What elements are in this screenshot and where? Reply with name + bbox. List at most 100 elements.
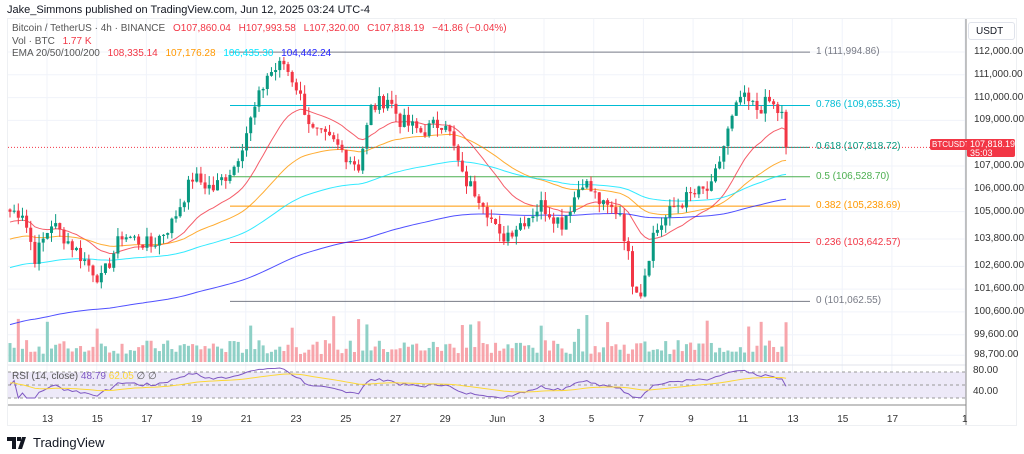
- tradingview-wordmark: TradingView: [33, 435, 105, 450]
- candle-body: [236, 161, 240, 167]
- volume-bar: [767, 340, 771, 362]
- time-axis-label: 23: [290, 414, 302, 425]
- candle: [245, 126, 249, 157]
- candle-body: [655, 229, 659, 233]
- candle: [170, 217, 174, 239]
- candle-body: [74, 247, 78, 251]
- current-price-tag: 107,818.19 35:03: [967, 139, 1015, 158]
- candle-body: [319, 128, 323, 130]
- candle: [709, 174, 713, 192]
- candle-body: [577, 189, 581, 198]
- candle: [54, 214, 58, 229]
- volume-bar: [701, 343, 705, 362]
- candle: [747, 87, 751, 110]
- candle: [390, 90, 394, 109]
- candle: [489, 209, 493, 223]
- candle: [531, 208, 535, 223]
- symbol-label[interactable]: Bitcoin / TetherUS · 4h · BINANCE: [12, 23, 166, 34]
- volume-bar: [759, 321, 763, 362]
- candle: [153, 237, 157, 249]
- candle-body: [465, 171, 468, 187]
- candle-body: [440, 127, 444, 130]
- volume-bar: [465, 347, 468, 362]
- candle-body: [618, 213, 622, 215]
- candle: [448, 124, 452, 136]
- volume-bar: [191, 344, 195, 362]
- volume-bar: [62, 341, 66, 362]
- volume-bar: [299, 353, 302, 362]
- candle: [689, 187, 693, 202]
- candle: [79, 240, 83, 269]
- candle-body: [776, 104, 780, 114]
- candle: [186, 175, 190, 210]
- volume-bar: [178, 345, 182, 362]
- candle-body: [253, 106, 257, 118]
- rsi-legend: RSI (14, close) 48.79 62.05 ∅ ∅: [12, 371, 157, 382]
- candle: [726, 126, 730, 155]
- candle-body: [601, 200, 605, 205]
- volume-bar: [365, 324, 369, 362]
- candle: [365, 122, 369, 155]
- volume-bar: [199, 349, 203, 362]
- candle: [539, 191, 543, 220]
- candle-body: [149, 236, 153, 247]
- candle: [311, 122, 315, 129]
- candle-body: [689, 192, 693, 194]
- candle-body: [473, 181, 477, 197]
- tradingview-logo[interactable]: TradingView: [7, 435, 105, 450]
- candle: [203, 173, 207, 195]
- volume-bar: [651, 349, 655, 362]
- volume-bar: [676, 340, 680, 362]
- candle: [41, 232, 45, 252]
- candle-body: [722, 146, 726, 162]
- na-value-2: ∅: [148, 371, 157, 382]
- volume-bar: [95, 328, 99, 362]
- volume-label[interactable]: Vol · BTC: [12, 36, 55, 47]
- volume-bar: [348, 340, 352, 362]
- candle: [743, 85, 747, 105]
- volume-bar: [269, 351, 273, 362]
- candle: [66, 232, 70, 245]
- candle-body: [394, 103, 398, 114]
- volume-bar: [186, 345, 190, 362]
- volume-bar: [527, 345, 531, 362]
- volume-bar: [485, 344, 489, 362]
- volume-bar: [618, 349, 622, 362]
- volume-bar: [103, 346, 107, 362]
- ema-label[interactable]: EMA 20/50/100/200: [12, 48, 100, 59]
- volume-bar: [763, 345, 767, 362]
- volume-bar: [718, 347, 722, 362]
- candle: [386, 93, 390, 111]
- rsi-label[interactable]: RSI (14, close): [12, 371, 79, 382]
- volume-bar: [50, 348, 53, 362]
- volume-bar: [211, 343, 215, 362]
- candle: [261, 87, 265, 98]
- candle-body: [589, 181, 593, 192]
- currency-button[interactable]: USDT: [968, 22, 1015, 40]
- candle: [344, 149, 348, 170]
- candle-body: [282, 60, 286, 65]
- candle-body: [245, 133, 249, 151]
- candle: [572, 191, 576, 214]
- candle: [294, 78, 298, 95]
- candle: [452, 125, 456, 151]
- candle-body: [162, 234, 166, 236]
- candle: [207, 176, 211, 195]
- candle: [655, 223, 659, 236]
- candle-body: [398, 113, 402, 127]
- volume-bar: [747, 326, 751, 362]
- volume-bar: [207, 348, 211, 362]
- na-value-1: ∅: [136, 371, 146, 382]
- volume-bar: [303, 352, 307, 362]
- candle: [734, 100, 738, 116]
- volume-bar: [166, 340, 170, 362]
- candle: [668, 199, 672, 226]
- candle: [357, 159, 361, 173]
- volume-bar: [435, 347, 439, 362]
- candle-body: [274, 70, 278, 73]
- volume-bar: [539, 325, 543, 362]
- volume-bar: [697, 343, 701, 362]
- volume-bar: [261, 345, 265, 362]
- candle: [560, 208, 564, 236]
